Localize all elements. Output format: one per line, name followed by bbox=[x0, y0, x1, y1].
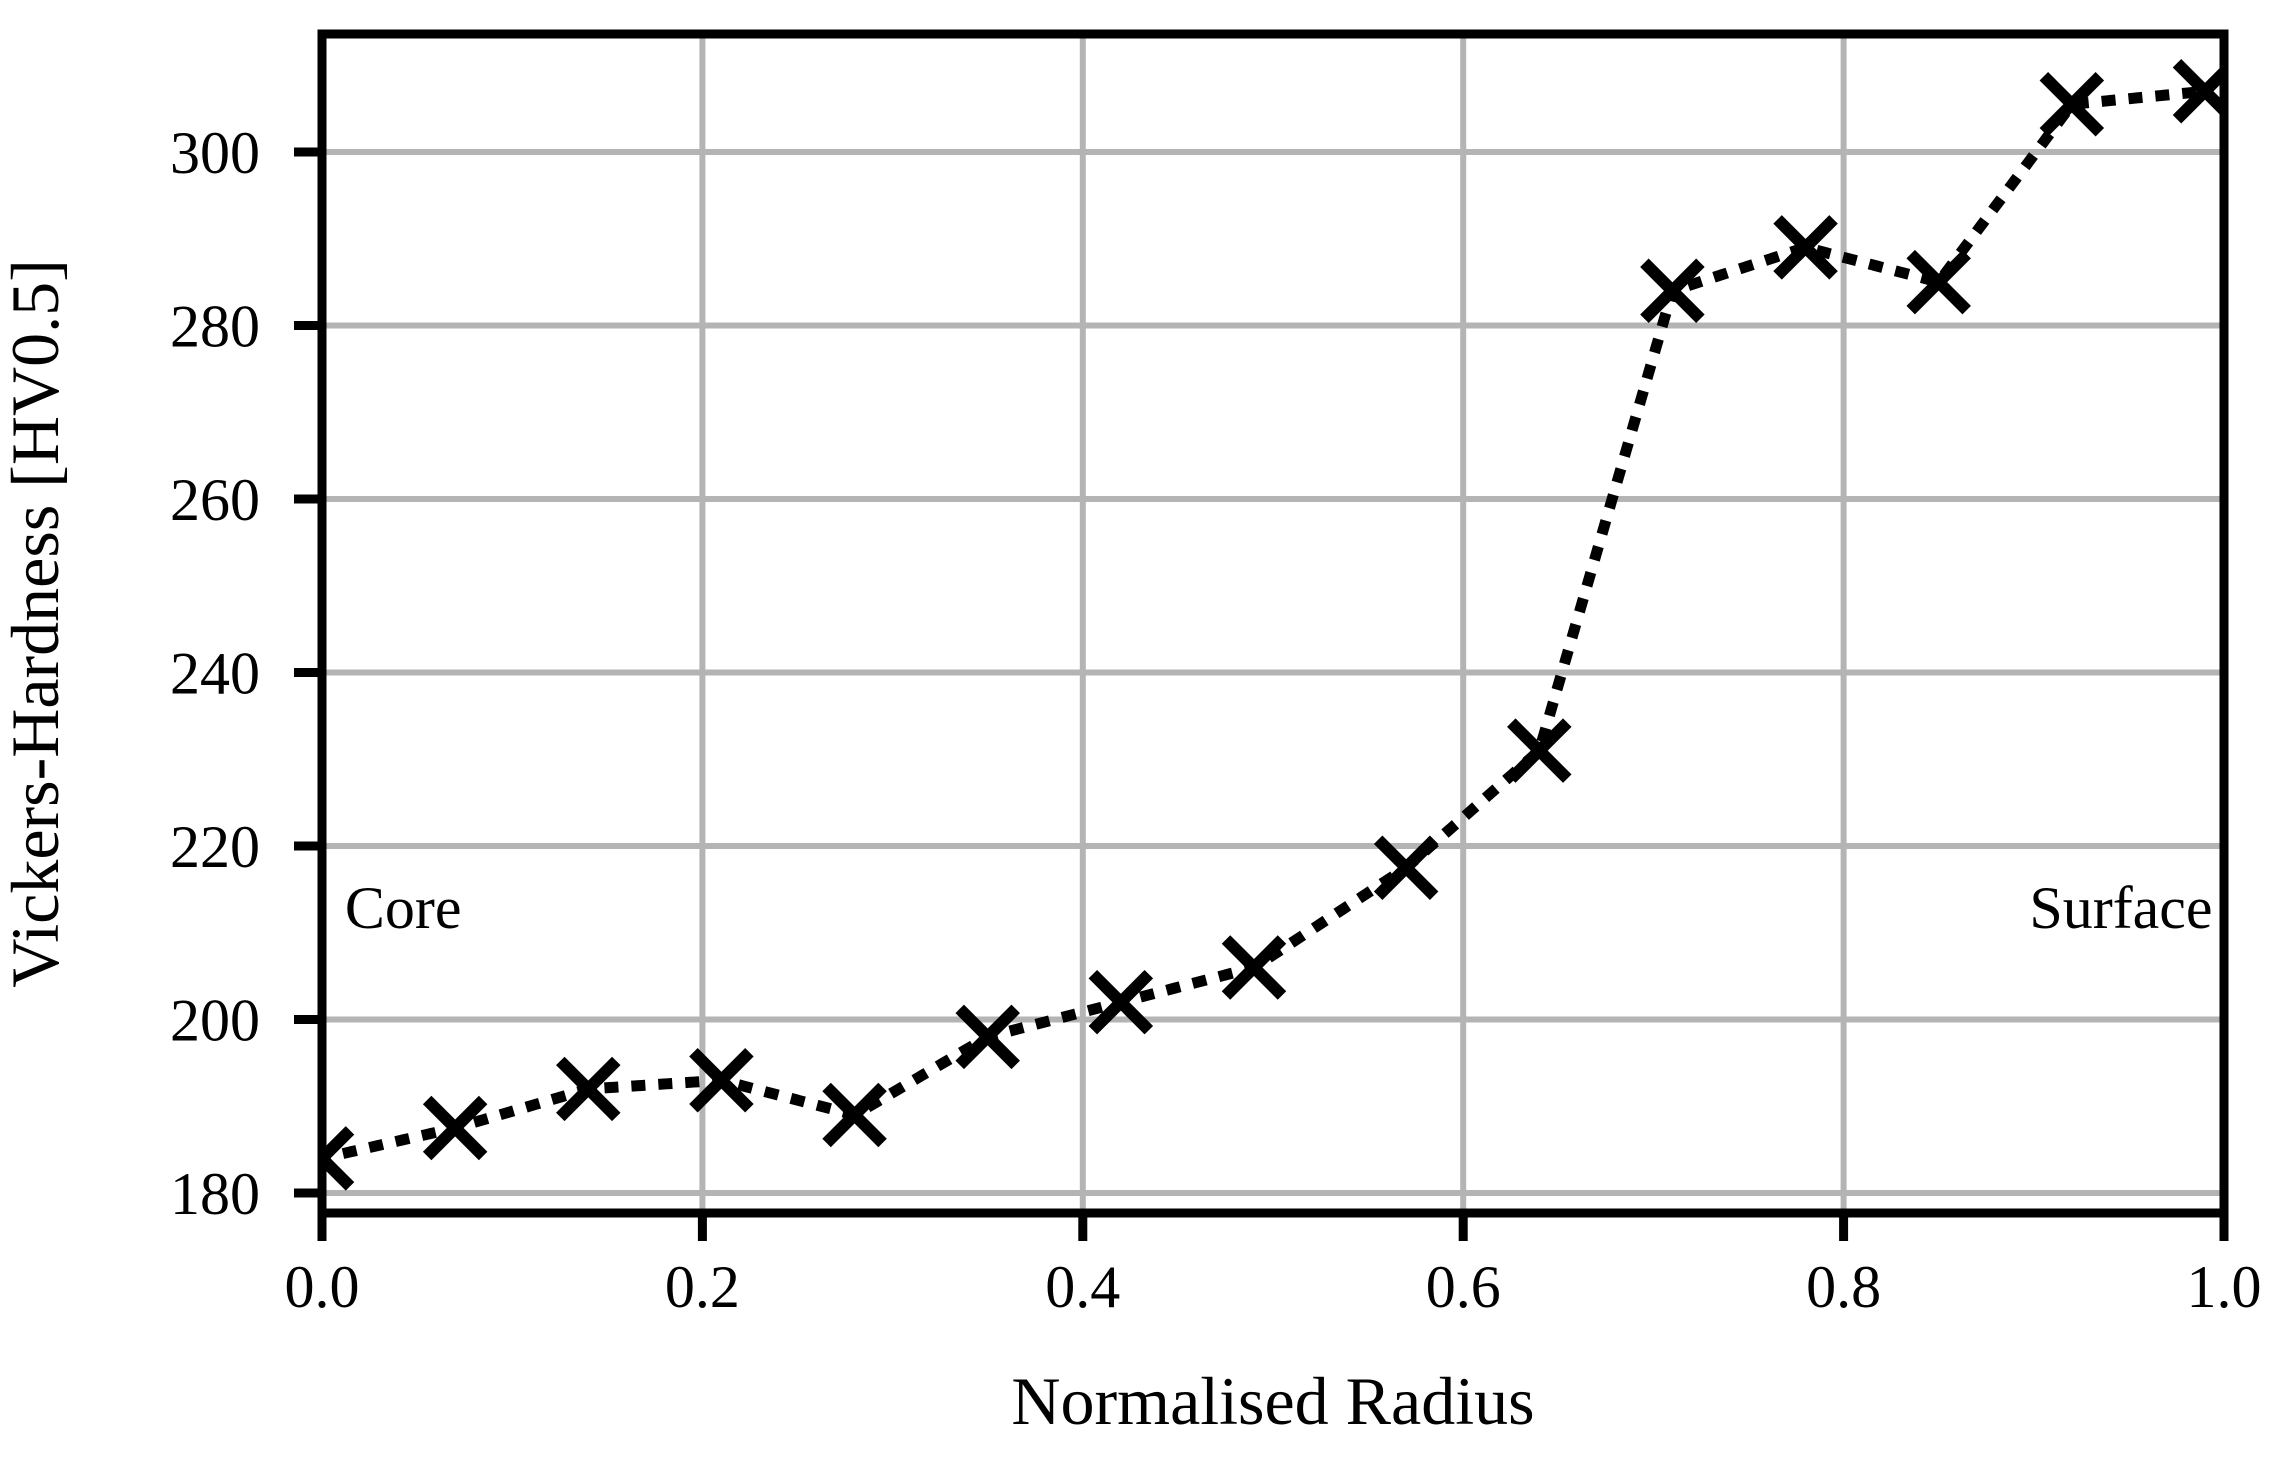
marker-stroke bbox=[422, 1095, 488, 1161]
y-tick-label: 180 bbox=[170, 1161, 260, 1227]
marker-stroke bbox=[322, 1149, 355, 1191]
marker-stroke bbox=[1221, 935, 1287, 1000]
y-tick-label: 200 bbox=[170, 988, 260, 1054]
data-point bbox=[1088, 969, 1154, 1035]
surface-label: Surface bbox=[2029, 875, 2212, 941]
data-point bbox=[556, 1056, 621, 1122]
marker-stroke bbox=[1906, 249, 1971, 315]
data-point bbox=[1640, 258, 1705, 324]
y-tick-label: 220 bbox=[170, 814, 260, 880]
data-point bbox=[689, 1048, 754, 1113]
x-tick-label: 0.4 bbox=[1045, 1254, 1120, 1320]
y-tick-label: 300 bbox=[170, 120, 260, 186]
x-tick-label: 0.2 bbox=[665, 1254, 740, 1320]
data-point bbox=[1773, 215, 1838, 280]
marker-stroke bbox=[1507, 718, 1572, 783]
y-tick-label: 260 bbox=[170, 467, 260, 533]
marker-stroke bbox=[1373, 835, 1439, 900]
data-point bbox=[422, 1095, 488, 1161]
y-tick-label: 280 bbox=[170, 293, 260, 359]
core-label: Core bbox=[345, 875, 462, 941]
data-point bbox=[2039, 72, 2105, 137]
marker-stroke bbox=[689, 1048, 754, 1113]
data-point bbox=[1373, 835, 1439, 900]
plot-border bbox=[317, 29, 2229, 1218]
data-point bbox=[955, 1004, 1020, 1070]
marker-stroke bbox=[822, 1082, 887, 1148]
data-point bbox=[1906, 249, 1971, 315]
marker-stroke bbox=[2039, 72, 2105, 137]
marker-stroke bbox=[1088, 969, 1154, 1035]
marker-stroke bbox=[1773, 215, 1838, 280]
marker-stroke bbox=[322, 1126, 355, 1167]
x-tick-label: 0.6 bbox=[1426, 1254, 1501, 1320]
x-tick-label: 0.8 bbox=[1806, 1254, 1881, 1320]
data-point bbox=[322, 1126, 355, 1191]
marker-stroke bbox=[1640, 258, 1705, 324]
data-point bbox=[822, 1082, 887, 1148]
marker-stroke bbox=[955, 1004, 1020, 1070]
marker-stroke bbox=[556, 1056, 621, 1122]
data-point-markers bbox=[322, 59, 2224, 1191]
x-tick-label: 0.0 bbox=[285, 1254, 360, 1320]
data-point bbox=[1507, 718, 1572, 783]
series-hardness-profile bbox=[322, 59, 2224, 1191]
x-tick-label: 1.0 bbox=[2187, 1254, 2262, 1320]
x-axis-label: Normalised Radius bbox=[1011, 1363, 1534, 1439]
ticks bbox=[294, 147, 2229, 1241]
data-point bbox=[1221, 935, 1287, 1000]
y-tick-label: 240 bbox=[170, 641, 260, 707]
y-axis-label: Vickers-Hardness [HV0.5] bbox=[0, 259, 73, 988]
